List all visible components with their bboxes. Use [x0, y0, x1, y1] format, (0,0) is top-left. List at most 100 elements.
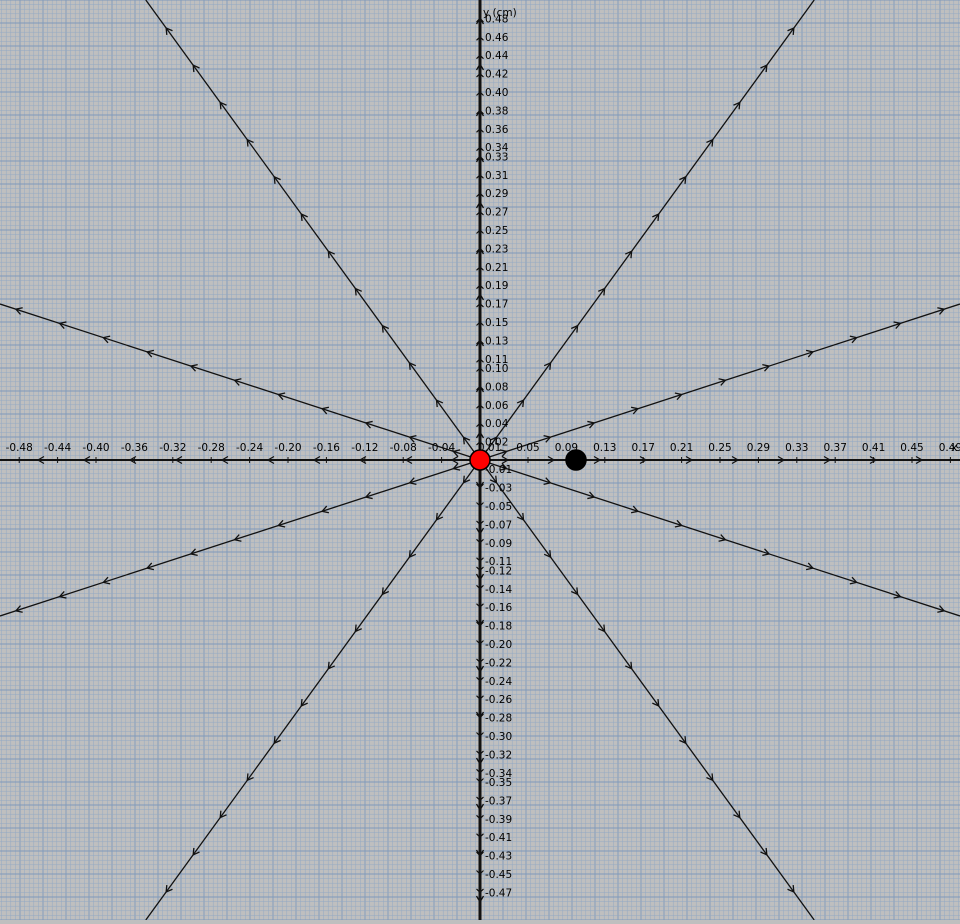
field-line-arrow: [300, 213, 308, 222]
y-tick-mark: [476, 385, 484, 391]
charges[interactable]: [469, 449, 587, 471]
x-tick-label: 0.37: [824, 442, 847, 454]
y-tick-mark: [476, 155, 484, 161]
field-line: [479, 459, 815, 921]
y-tick-label: -0.22: [485, 657, 512, 669]
test-charge[interactable]: [565, 449, 587, 471]
y-tick-label: 0.19: [485, 280, 508, 292]
field-line-arrow: [145, 349, 155, 358]
field-line-arrow: [718, 378, 727, 386]
field-line-arrow: [452, 463, 461, 471]
field-line-arrow: [733, 810, 741, 819]
x-tick-label: -0.20: [274, 442, 301, 454]
y-tick-label: 0.46: [485, 32, 509, 44]
y-tick-label: -0.14: [485, 584, 512, 596]
field-line-arrow: [893, 590, 902, 599]
source-charge[interactable]: [469, 449, 491, 471]
y-tick-label: 0.21: [485, 262, 508, 274]
y-tick-label: 0.10: [485, 363, 508, 375]
field-line-arrow: [381, 587, 390, 596]
y-tick-label: 0.34: [485, 142, 509, 154]
field-line-arrow: [652, 698, 660, 707]
x-tick-label: -0.44: [44, 442, 71, 454]
field-line-arrow: [718, 534, 727, 542]
field-line-arrow: [462, 475, 471, 484]
field-line-arrow: [543, 550, 552, 559]
y-tick-label: 0.11: [485, 354, 508, 366]
x-tick-label: -0.24: [236, 442, 263, 454]
field-line-arrow: [189, 548, 198, 557]
field-line-arrow: [597, 287, 606, 296]
field-line-arrow: [452, 449, 461, 457]
y-tick-label: -0.43: [485, 851, 512, 863]
x-axis-ticks: -0.48 -0.44 -0.40 -0.36 -0.32 -0.28 -0.24 -0.20…: [6, 442, 960, 463]
field-line-arrow: [102, 576, 111, 585]
field-line-arrow: [233, 534, 242, 542]
field-line-arrow: [679, 736, 687, 745]
y-axis-ticks: 0.48 0.46 0.44 0.42 0.40 0.38 0.36 0.340.33 0.31…: [476, 13, 512, 899]
y-tick-mark: [476, 210, 484, 216]
x-tick-label: 0.49: [939, 442, 960, 454]
y-tick-mark: [476, 367, 484, 372]
y-tick-mark: [476, 302, 484, 308]
y-tick-mark: [476, 557, 484, 563]
y-tick-label: 0.06: [485, 400, 509, 412]
y-tick-label: 0.48: [485, 13, 508, 25]
field-line-arrow: [277, 519, 286, 528]
field-line-arrow: [320, 505, 330, 514]
y-tick-label: 0.40: [485, 87, 508, 99]
y-tick-mark: [476, 676, 484, 682]
y-tick-mark: [476, 768, 484, 774]
y-tick-label: 0.31: [485, 170, 508, 182]
y-tick-mark: [476, 732, 484, 737]
y-tick-mark: [476, 538, 484, 544]
y-tick-mark: [476, 621, 484, 627]
x-tick-label: 0.21: [670, 442, 693, 454]
y-tick-label: -0.26: [485, 694, 512, 706]
y-tick-label: -0.41: [485, 832, 512, 844]
field-line-arrow: [58, 321, 67, 330]
y-tick-mark: [476, 584, 484, 590]
y-tick-label: 0.04: [485, 418, 509, 430]
y-tick-mark: [476, 603, 484, 609]
field-line-arrow: [327, 250, 335, 259]
field-line-arrow: [462, 436, 471, 445]
field-line-arrow: [145, 562, 155, 571]
y-tick-mark: [476, 403, 484, 409]
y-tick-mark: [476, 640, 484, 645]
y-tick-mark: [476, 146, 484, 152]
field-line-arrow: [805, 562, 815, 571]
field-line-arrow: [805, 349, 815, 358]
y-tick-label: -0.30: [485, 731, 512, 743]
y-tick-mark: [476, 72, 484, 78]
field-line-arrow: [893, 321, 902, 330]
y-tick-label: 0.25: [485, 225, 508, 237]
y-tick-mark: [476, 778, 484, 783]
field-line: [479, 459, 960, 617]
field-line-arrow: [762, 363, 771, 372]
x-tick-label: 0.05: [516, 442, 539, 454]
x-tick-label: -0.04: [428, 442, 455, 454]
y-tick-mark: [476, 17, 484, 23]
field-line-arrow: [192, 847, 200, 856]
field-line: [145, 0, 481, 461]
field-line-arrow: [408, 477, 417, 485]
y-tick-mark: [476, 265, 484, 271]
field-line-arrow: [787, 885, 795, 894]
field-line-arrow: [189, 363, 198, 372]
field-line-arrow: [625, 661, 633, 670]
field-line-arrow: [760, 64, 768, 73]
y-tick-label: -0.47: [485, 887, 512, 899]
x-tick-label: 0.29: [747, 442, 770, 454]
field-line-arrow: [273, 175, 281, 184]
field-line-arrow: [354, 287, 363, 296]
y-tick-label: 0.42: [485, 69, 508, 81]
y-tick-label: -0.20: [485, 639, 512, 651]
y-tick-mark: [476, 566, 484, 572]
field-line-arrow: [597, 624, 606, 633]
field-line-arrow: [165, 26, 173, 35]
y-tick-label: 0.36: [485, 124, 509, 136]
x-tick-label: -0.36: [121, 442, 148, 454]
